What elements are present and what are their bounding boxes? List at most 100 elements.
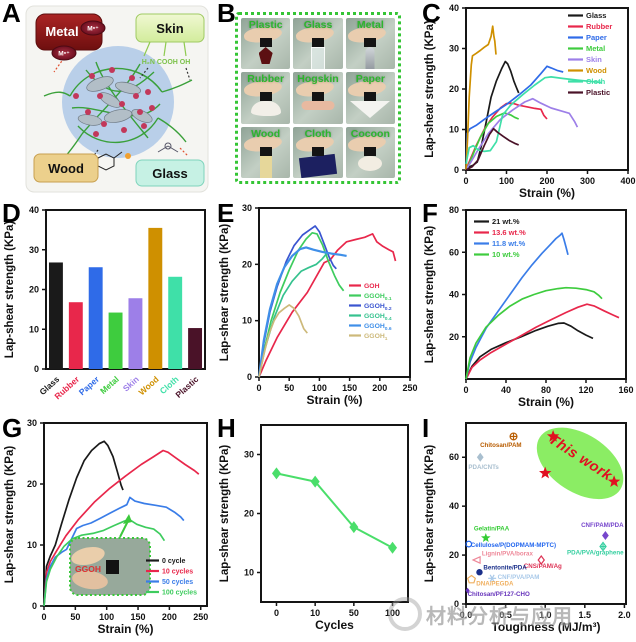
series-Wood bbox=[465, 25, 497, 171]
series-GGOH0.6 bbox=[257, 246, 347, 378]
photo-metal: Metal bbox=[345, 18, 395, 70]
series-10 cycles bbox=[43, 449, 200, 607]
watermark: 材料分析与应用 bbox=[388, 597, 634, 631]
svg-text:60: 60 bbox=[449, 452, 459, 462]
crosslink-dots bbox=[73, 67, 155, 137]
panel-label-e: E bbox=[217, 198, 235, 228]
svg-text:Lap-shear strength (KPa): Lap-shear strength (KPa) bbox=[219, 445, 231, 583]
material-label: Wood bbox=[251, 127, 281, 140]
svg-text:40: 40 bbox=[29, 205, 39, 215]
svg-text:50 cycles: 50 cycles bbox=[162, 579, 193, 586]
svg-text:Cloth: Cloth bbox=[586, 77, 606, 86]
series-GGOH bbox=[271, 467, 398, 554]
svg-text:100: 100 bbox=[499, 176, 514, 186]
svg-text:50: 50 bbox=[284, 383, 294, 393]
photo-hogskin: Hogskin bbox=[293, 72, 343, 124]
point-label: PDA/CNTs bbox=[468, 464, 499, 471]
svg-text:20: 20 bbox=[29, 285, 39, 295]
svg-text:Lap-shear strength (KPa): Lap-shear strength (KPa) bbox=[4, 221, 16, 359]
bar-Rubber bbox=[68, 302, 83, 369]
panel-label-h: H bbox=[217, 413, 236, 443]
point-label: Cellulose/P(DOPMAM-MPTC) bbox=[471, 542, 556, 549]
svg-text:GGOH0.6: GGOH0.6 bbox=[364, 323, 392, 332]
svg-text:Glass: Glass bbox=[586, 11, 606, 20]
bar-Plastic bbox=[188, 328, 203, 369]
metal-ion-2-label: Mⁿ⁺ bbox=[58, 51, 69, 58]
metal-ion-label: Mⁿ⁺ bbox=[87, 26, 98, 33]
rubber-object bbox=[250, 101, 281, 117]
svg-text:GOH: GOH bbox=[364, 283, 380, 290]
svg-text:Plastic: Plastic bbox=[586, 88, 610, 97]
panel-label-g: G bbox=[2, 413, 23, 443]
material-label: Metal bbox=[356, 19, 384, 31]
glass-box bbox=[135, 159, 205, 187]
composition-strain-chart: 0 10 20 30 0 50 100 150 200 250 Strain (%) Lap-shea… bbox=[219, 203, 418, 407]
bar-Metal bbox=[108, 312, 123, 369]
series-10 wt.% bbox=[465, 286, 603, 380]
svg-text:100 cycles: 100 cycles bbox=[162, 590, 197, 597]
svg-text:GGOH0.4: GGOH0.4 bbox=[364, 313, 392, 322]
svg-text:50: 50 bbox=[70, 612, 80, 622]
glass-label: Glass bbox=[152, 166, 187, 181]
panel-label-a: A bbox=[2, 0, 21, 28]
material-label: Plastic bbox=[248, 19, 283, 31]
metal-ion bbox=[80, 20, 106, 36]
svg-text:Strain (%): Strain (%) bbox=[519, 186, 575, 200]
photo-glass: Glass bbox=[293, 18, 343, 70]
svg-text:20: 20 bbox=[449, 550, 459, 560]
svg-text:80: 80 bbox=[449, 205, 459, 215]
photo-plastic: Plastic bbox=[241, 18, 291, 70]
graphene-flakes bbox=[77, 76, 153, 126]
svg-text:Wood: Wood bbox=[137, 374, 161, 397]
svg-text:200: 200 bbox=[372, 383, 387, 393]
material-label: Hogskin bbox=[297, 73, 339, 86]
metal-label: Metal bbox=[45, 24, 78, 39]
svg-text:10: 10 bbox=[244, 568, 254, 578]
svg-text:40: 40 bbox=[501, 385, 511, 395]
svg-text:0: 0 bbox=[454, 599, 459, 609]
chart-F: 20 40 60 80 0 40 80 120 160 Strain (%) Lap-shear s… bbox=[424, 205, 634, 409]
svg-text:30: 30 bbox=[27, 418, 37, 428]
svg-text:400: 400 bbox=[620, 176, 635, 186]
svg-text:Lap-shear strength (KPa): Lap-shear strength (KPa) bbox=[424, 226, 436, 364]
svg-text:10 wt.%: 10 wt.% bbox=[492, 250, 520, 259]
svg-text:150: 150 bbox=[131, 612, 146, 622]
svg-text:30: 30 bbox=[244, 450, 254, 460]
series-13.6 wt.% bbox=[465, 303, 620, 380]
panel-label-i: I bbox=[422, 413, 430, 443]
point-label: CNF/PAM/PDA bbox=[581, 522, 624, 529]
chart-I: 0 20 40 60 0.0 0.5 1.0 1.5 2.0 Toughness (MJ/m³) L… bbox=[424, 422, 631, 634]
svg-text:200: 200 bbox=[539, 176, 554, 186]
svg-text:0: 0 bbox=[454, 165, 459, 175]
svg-text:Strain (%): Strain (%) bbox=[518, 395, 574, 409]
svg-text:10: 10 bbox=[449, 125, 459, 135]
svg-text:Wood: Wood bbox=[586, 66, 607, 75]
material-label: Cloth bbox=[304, 127, 332, 140]
panel-a: A bbox=[0, 0, 215, 200]
bar-Skin bbox=[128, 298, 143, 369]
svg-text:0: 0 bbox=[247, 372, 252, 382]
series-0 cycle bbox=[43, 440, 124, 607]
svg-text:21 wt.%: 21 wt.% bbox=[492, 217, 520, 226]
chart-G: 0 10 20 30 0 50 100 150 200 250 Strain (%) Lap-shea… bbox=[4, 418, 208, 636]
plastic-object bbox=[258, 47, 273, 64]
svg-text:2.0: 2.0 bbox=[618, 610, 631, 620]
glass-chemistry bbox=[157, 142, 179, 153]
point-label: Lignin/PVA/borax bbox=[482, 551, 534, 558]
material-label: Rubber bbox=[247, 73, 285, 86]
series-Skin bbox=[465, 97, 579, 171]
svg-text:GGOH0.1: GGOH0.1 bbox=[364, 293, 392, 302]
photo-wood: Wood bbox=[241, 126, 291, 178]
svg-text:0: 0 bbox=[34, 364, 39, 374]
svg-text:10 cycles: 10 cycles bbox=[162, 569, 193, 576]
svg-text:20: 20 bbox=[449, 84, 459, 94]
panel-c: C 0 10 20 30 40 0 100 200 300 400 Strain (%) Lap-sh… bbox=[420, 0, 636, 200]
series-11.8 wt.% bbox=[465, 232, 569, 380]
svg-text:0.5: 0.5 bbox=[499, 610, 512, 620]
panel-label-c: C bbox=[422, 0, 441, 28]
svg-text:Paper: Paper bbox=[586, 33, 607, 42]
concentration-strain-chart: 20 40 60 80 0 40 80 120 160 Strain (%) Lap-shear s… bbox=[424, 205, 634, 409]
